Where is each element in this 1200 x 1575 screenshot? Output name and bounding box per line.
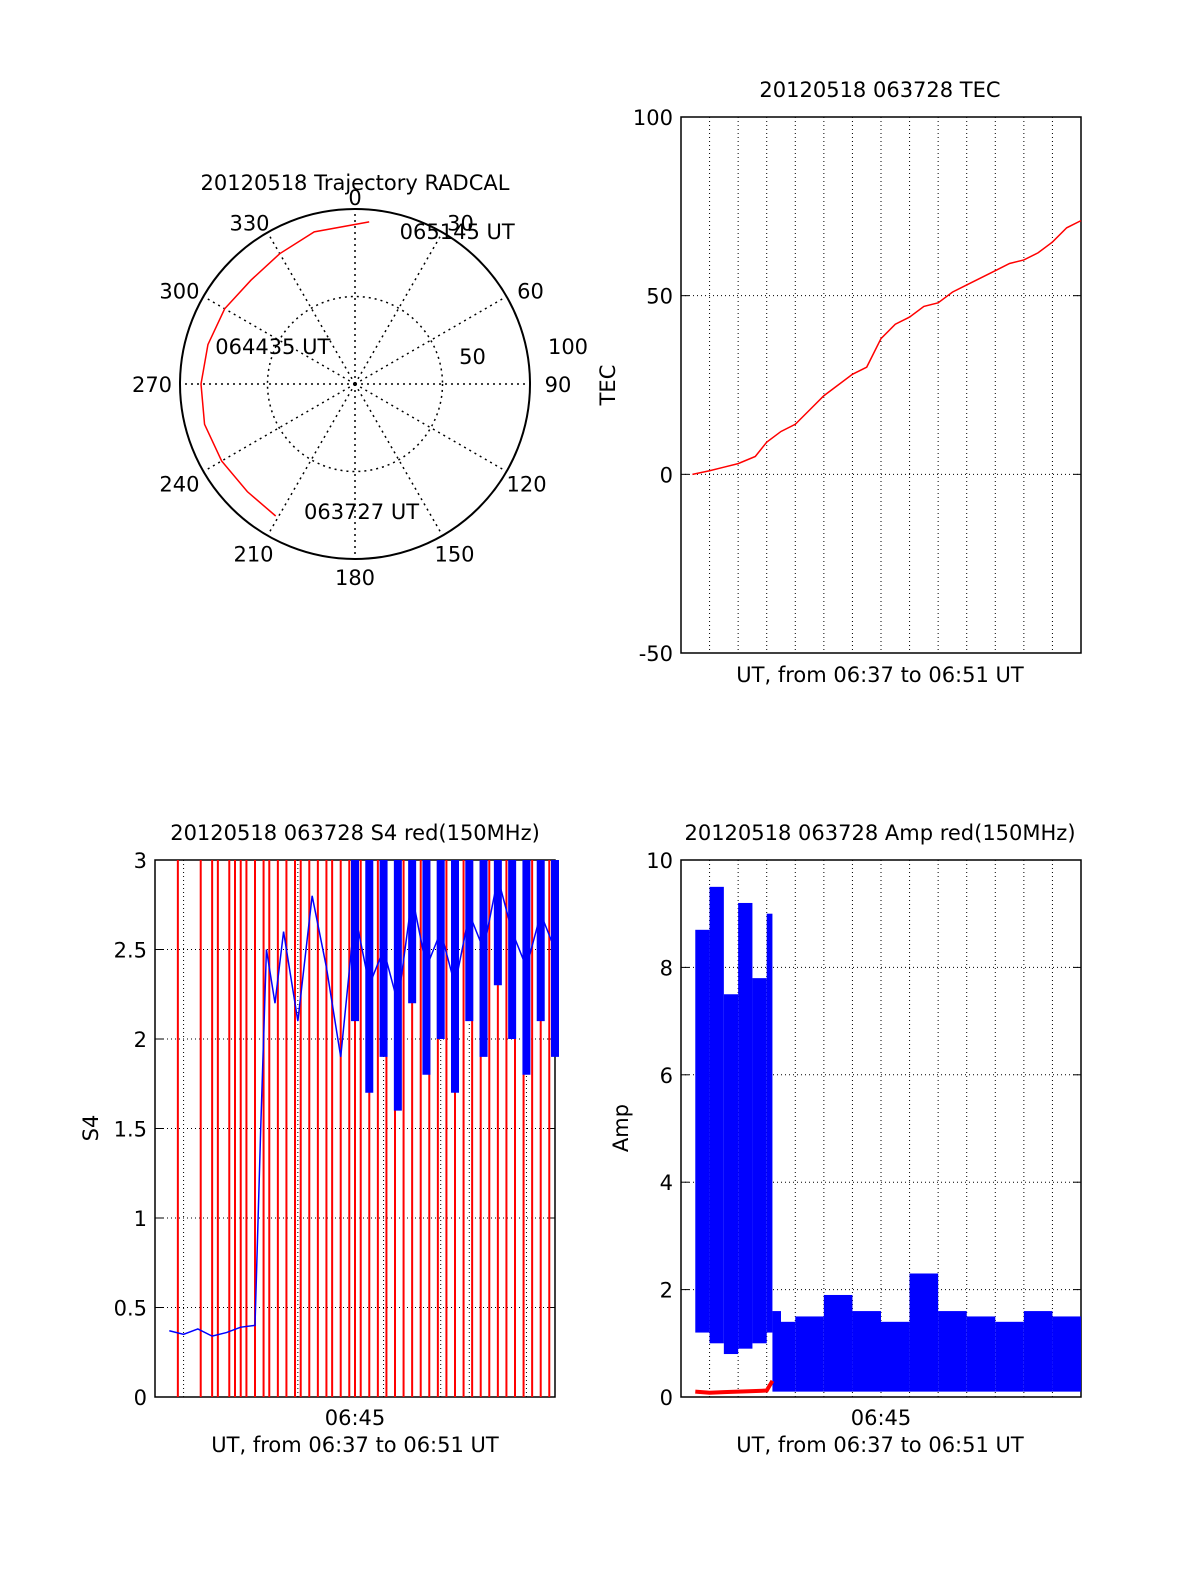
amp-red-line	[695, 1379, 775, 1395]
tec-title: 20120518 063728 TEC	[759, 78, 1000, 102]
polar-spoke	[203, 383, 356, 473]
polar-azimuth-label: 240	[159, 473, 199, 497]
polar-annotation: 065145 UT	[400, 220, 515, 244]
amp-blue-band	[766, 913, 773, 1333]
amp-blue-band	[752, 978, 767, 1344]
y-tick-label: 8	[660, 956, 673, 980]
s4-ylabel: S4	[79, 1115, 103, 1142]
y-tick-label: 0.5	[114, 1297, 147, 1321]
polar-spoke	[354, 232, 444, 385]
polar-spoke	[354, 383, 444, 536]
amp-blue-band	[909, 1273, 939, 1392]
polar-inner-circle	[266, 295, 444, 473]
tec-ylabel: TEC	[596, 365, 620, 407]
polar-azimuth-label: 270	[132, 373, 172, 397]
polar-annotation: 064435 UT	[215, 335, 330, 359]
polar-azimuth-label: 120	[507, 473, 547, 497]
polar-azimuth-label: 0	[348, 186, 361, 210]
amp-blue-band	[938, 1311, 967, 1392]
amp-blue-band	[852, 1311, 881, 1392]
s4-title: 20120518 063728 S4 red(150MHz)	[170, 821, 540, 845]
amp-blue-band	[1052, 1316, 1081, 1392]
amp-blue-band	[738, 902, 753, 1349]
amp-ylabel: Amp	[609, 1104, 633, 1152]
polar-azimuth-label: 150	[434, 543, 474, 567]
polar-azimuth-label: 90	[545, 373, 572, 397]
y-tick-label: 6	[660, 1064, 673, 1088]
plot-frame	[680, 116, 1082, 654]
amp-chart: 20120518 063728 Amp red(150MHz) UT, from…	[609, 821, 1082, 1457]
tec-xlabel: UT, from 06:37 to 06:51 UT	[736, 663, 1024, 687]
plot-frame	[680, 859, 1082, 1398]
y-tick-label: 0	[660, 463, 673, 487]
amp-blue-band	[823, 1294, 853, 1392]
amp-blue-band	[695, 929, 710, 1333]
y-tick-label: 50	[646, 285, 673, 309]
s4-chart: 20120518 063728 S4 red(150MHz) UT, from …	[79, 821, 559, 1457]
polar-azimuth-label: 300	[159, 280, 199, 304]
amp-xlabel: UT, from 06:37 to 06:51 UT	[736, 1433, 1024, 1457]
polar-trajectory-line	[200, 221, 370, 517]
polar-azimuth-label: 60	[517, 280, 544, 304]
polar-azimuth-label: 30	[447, 211, 474, 235]
y-tick-label: -50	[639, 642, 673, 666]
amp-blue-band	[709, 886, 724, 1344]
polar-radial-label: 100	[548, 335, 588, 359]
amp-blue-band	[966, 1316, 996, 1392]
y-tick-label: 3	[134, 849, 147, 873]
polar-azimuth-label: 210	[233, 543, 273, 567]
amp-blue-band	[795, 1316, 824, 1392]
y-tick-label: 2	[660, 1279, 673, 1303]
y-tick-label: 2	[134, 1028, 147, 1052]
polar-title: 20120518 Trajectory RADCAL	[201, 171, 510, 195]
polar-annotation: 063727 UT	[304, 500, 419, 524]
y-tick-label: 100	[633, 106, 673, 130]
y-tick-label: 1	[134, 1207, 147, 1231]
amp-blue-band	[781, 1321, 796, 1392]
amp-blue-band	[723, 994, 739, 1355]
x-tick-label: 06:45	[851, 1406, 912, 1430]
y-tick-label: 2.5	[114, 939, 147, 963]
amp-blue-band	[995, 1321, 1024, 1392]
polar-spoke	[354, 295, 507, 385]
polar-spoke	[266, 383, 356, 536]
polar-trajectory-chart: 20120518 Trajectory RADCAL 0 30 60 90 120 150…	[132, 171, 588, 590]
amp-blue-band	[772, 1311, 781, 1392]
polar-spoke	[354, 383, 507, 473]
s4-xlabel: UT, from 06:37 to 06:51 UT	[211, 1433, 499, 1457]
polar-radial-label: 50	[459, 345, 486, 369]
y-tick-label: 10	[646, 849, 673, 873]
y-tick-label: 1.5	[114, 1118, 147, 1142]
polar-azimuth-label: 180	[335, 566, 375, 590]
y-tick-label: 4	[660, 1171, 673, 1195]
x-tick-label: 06:45	[325, 1406, 386, 1430]
y-tick-label: 0	[134, 1386, 147, 1410]
polar-spoke	[203, 295, 356, 385]
amp-title: 20120518 063728 Amp red(150MHz)	[684, 821, 1075, 845]
polar-azimuth-label: 330	[229, 211, 269, 235]
amp-blue-band	[881, 1321, 910, 1392]
tec-series-line	[692, 219, 1082, 476]
polar-spoke	[266, 232, 356, 385]
y-tick-label: 0	[660, 1386, 673, 1410]
tec-chart: 20120518 063728 TEC UT, from 06:37 to 06…	[596, 78, 1082, 687]
amp-blue-band	[1023, 1311, 1053, 1392]
